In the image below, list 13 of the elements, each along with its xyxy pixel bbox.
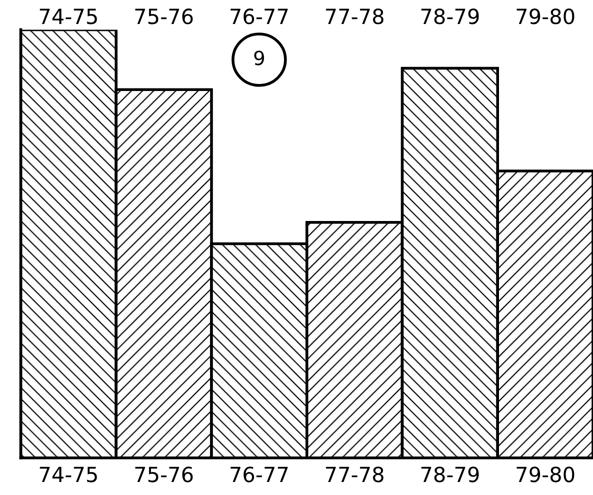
category-label: 75-76 [135, 466, 193, 482]
x-tick-label: 79-80 [516, 8, 574, 24]
x-tick-label: 77-78 [326, 8, 384, 24]
category-label: 77-78 [326, 466, 384, 482]
x-tick-label: 78-79 [421, 8, 479, 24]
category-label: 79-80 [516, 466, 574, 482]
category-label: 76-77 [230, 466, 288, 482]
x-tick-label: 76-77 [230, 8, 288, 24]
category-label: 78-79 [421, 466, 479, 482]
x-tick-label: 75-76 [135, 8, 193, 24]
annotation: 9 [254, 50, 264, 66]
category-label: 74-75 [40, 466, 97, 482]
x-tick-label: 74-75 [40, 8, 97, 24]
